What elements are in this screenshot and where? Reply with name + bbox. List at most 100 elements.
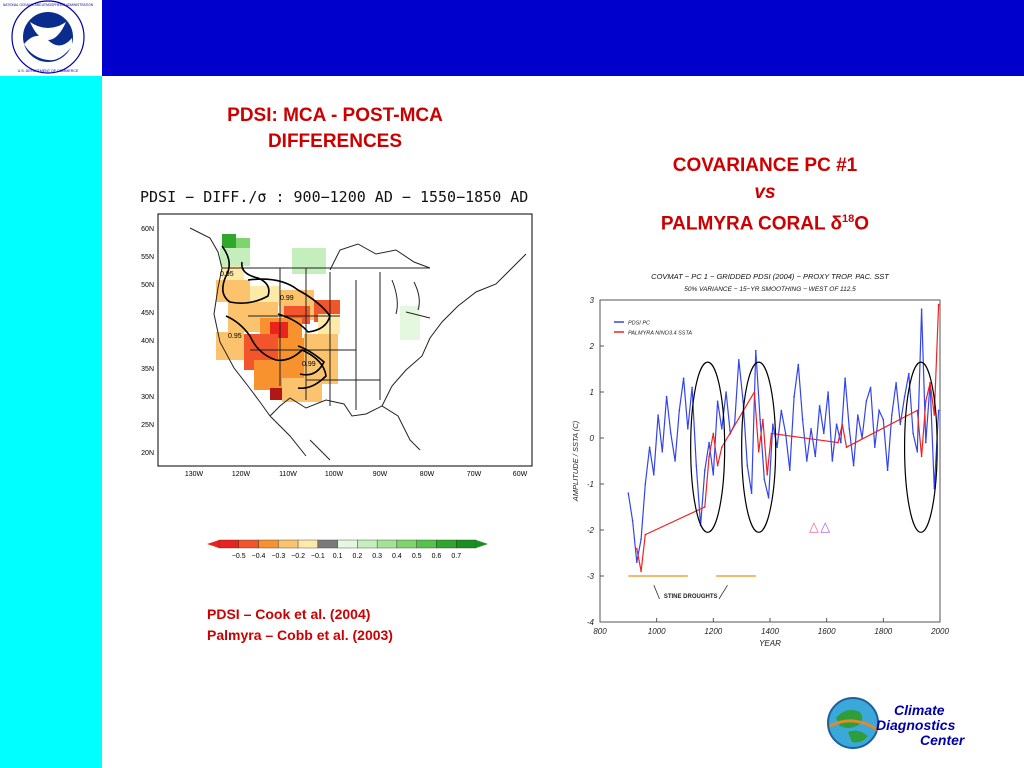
colorbar-label: −0.4 <box>252 553 266 560</box>
series-point <box>762 418 764 421</box>
series-point <box>916 451 919 453</box>
colorbar-label: 0.6 <box>432 553 442 560</box>
series-point <box>640 570 642 573</box>
series-point <box>678 409 681 412</box>
series-point <box>712 474 715 476</box>
series-point <box>882 418 885 421</box>
series-point <box>695 464 698 467</box>
map-coastlines <box>189 227 527 461</box>
series-point <box>738 359 740 361</box>
x-axis-label: YEAR <box>759 639 781 648</box>
series-point <box>674 460 676 462</box>
annotation-arrow <box>653 585 660 600</box>
lat-label: 20N <box>141 450 154 457</box>
series-point <box>755 349 757 352</box>
highlight-ellipse <box>903 361 938 533</box>
left-side-bar <box>0 0 102 768</box>
series-point <box>844 377 846 379</box>
colorbar-label: 0.2 <box>353 553 363 560</box>
x-tick-label: 1400 <box>761 627 779 636</box>
lon-label: 90W <box>373 471 388 478</box>
series-point <box>874 446 876 448</box>
x-tick-label: 2000 <box>930 627 949 636</box>
series-line <box>627 309 940 563</box>
series-point <box>704 506 706 508</box>
legend-entry: PDSI PC <box>628 321 650 327</box>
lon-label: 100W <box>325 471 344 478</box>
series-point <box>780 409 783 412</box>
series-point <box>933 414 936 416</box>
x-tick-label: 800 <box>593 627 607 636</box>
series-point <box>837 441 839 444</box>
lat-label: 35N <box>141 366 154 373</box>
header-bar <box>0 0 1024 76</box>
series-point <box>746 464 749 467</box>
series-point <box>657 414 659 416</box>
series-point <box>704 469 706 471</box>
series-point <box>845 446 848 448</box>
colorbar-label: 0.4 <box>392 553 402 560</box>
colorbar-swatch <box>278 539 299 549</box>
y-tick-label: 0 <box>590 434 595 443</box>
coral-label: PALMYRA CORAL δ <box>660 213 843 235</box>
colorbar-label: −0.2 <box>291 553 305 560</box>
series-point <box>793 395 795 398</box>
series-point <box>770 432 773 435</box>
series-point <box>827 391 829 393</box>
annotation-arrow <box>718 584 728 600</box>
series-point <box>691 386 693 389</box>
y-tick-label: -4 <box>587 618 595 627</box>
series-point <box>908 372 910 375</box>
series-point <box>878 409 880 412</box>
cdc-line-climate: Climate <box>894 702 945 718</box>
lat-label: 25N <box>141 422 154 429</box>
coral-label-suffix: O <box>854 213 870 235</box>
series-point <box>784 432 787 435</box>
series-point <box>891 414 893 416</box>
series-point <box>772 423 774 425</box>
contour-label: 0.99 <box>280 295 294 302</box>
y-axis-label: AMPLITUDE / SSTA (C) <box>571 420 580 502</box>
contour-label: 0.95 <box>220 271 234 278</box>
colorbar-label: 0.7 <box>451 553 461 560</box>
series-point <box>644 483 647 485</box>
noaa-ring-bottom-text: U.S. DEPARTMENT OF COMMERCE <box>18 69 79 73</box>
map-header: PDSI − DIFF./σ : 900−1200 AD − 1550−1850… <box>140 188 529 206</box>
lat-label: 55N <box>141 254 154 261</box>
y-tick-label: -2 <box>587 526 595 535</box>
series-point <box>753 391 756 393</box>
series-point <box>661 451 664 453</box>
series-point <box>653 474 655 476</box>
series-point <box>708 441 710 444</box>
covariance-time-series-chart: COVMAT − PC 1 − GRIDDED PDSI (2004) − PR… <box>571 272 949 648</box>
series-point <box>670 432 672 435</box>
y-tick-label: 3 <box>590 296 595 305</box>
series-point <box>640 538 642 540</box>
volcano-marker <box>820 522 831 533</box>
noaa-center-text: NOAA <box>36 19 60 28</box>
x-tick-label: 1200 <box>704 627 722 636</box>
noaa-logo: NOAA NATIONAL OCEANIC AND ATMOSPHERIC AD… <box>0 0 102 76</box>
colorbar-label: −0.5 <box>232 553 246 560</box>
colorbar-label: 0.1 <box>333 553 343 560</box>
series-point <box>682 377 685 379</box>
series-point <box>814 455 817 458</box>
series-point <box>725 391 727 393</box>
references: PDSI – Cook et al. (2004) Palmyra – Cobb… <box>207 604 393 646</box>
lat-label: 50N <box>141 282 154 289</box>
series-point <box>835 423 838 425</box>
series-point <box>750 492 753 494</box>
volcano-marker <box>809 522 819 533</box>
series-point <box>644 533 647 536</box>
series-point <box>925 400 927 402</box>
colorbar-arrow-right <box>476 540 488 548</box>
series-point <box>895 382 897 384</box>
covariance-title: COVARIANCE PC #1 vs PALMYRA CORAL δ18O <box>620 152 910 237</box>
series-point <box>818 405 821 407</box>
colorbar-swatch <box>337 539 358 549</box>
reference-palmyra: Palmyra – Cobb et al. (2003) <box>207 627 393 643</box>
lat-label: 30N <box>141 394 154 401</box>
map-colorbar: −0.5 −0.4 −0.3 −0.2 −0.1 0.1 0.2 0.3 0.4 0.5 0.6 0.… <box>207 539 488 560</box>
series-point <box>721 428 723 430</box>
series-point <box>716 400 719 402</box>
